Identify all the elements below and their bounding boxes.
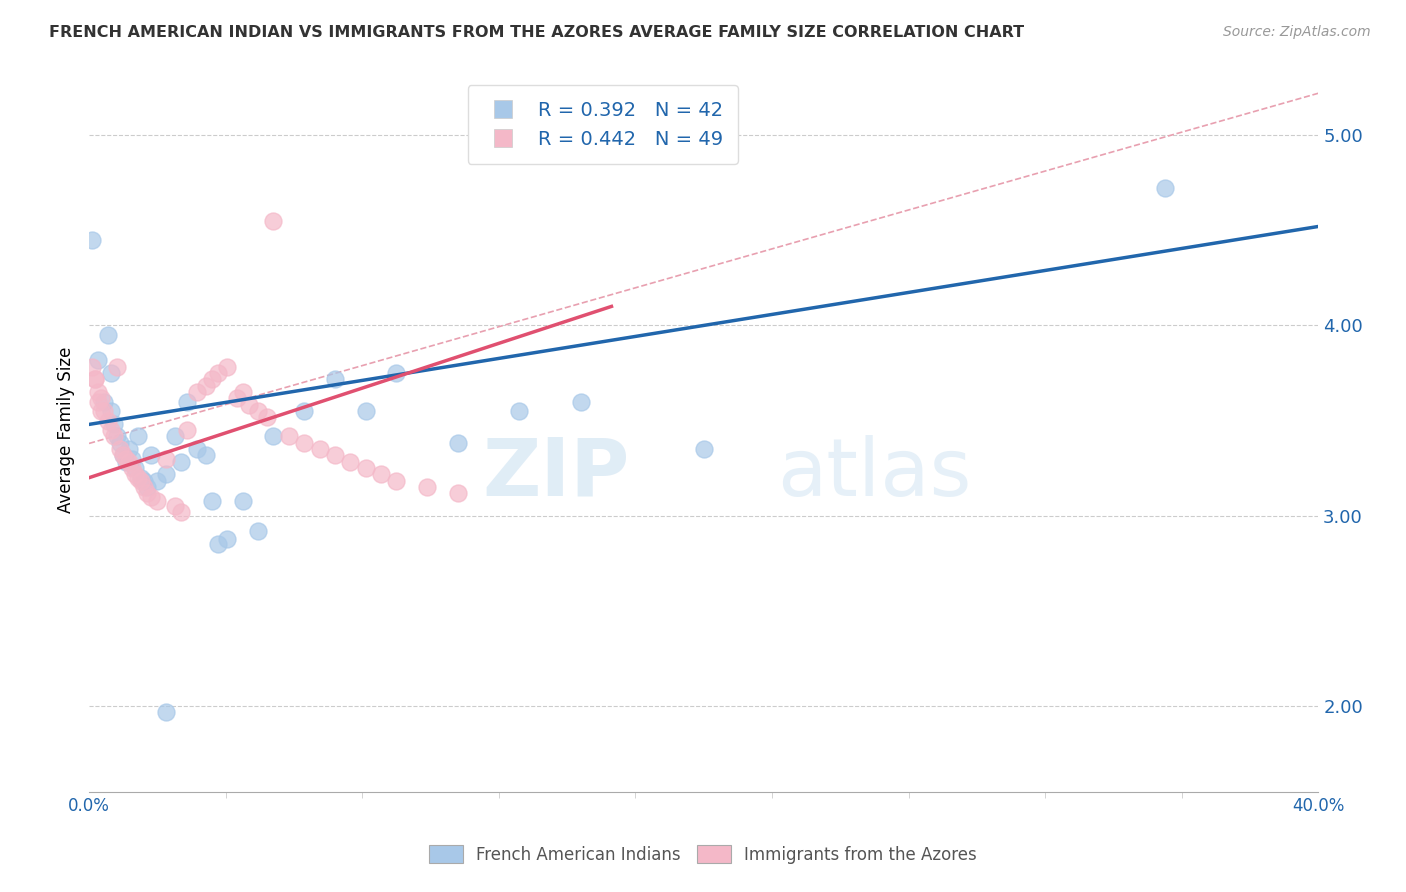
Point <box>145 493 167 508</box>
Point <box>82 233 104 247</box>
Point <box>165 429 187 443</box>
Point <box>82 360 104 375</box>
Point <box>124 467 146 481</box>
Point <box>176 394 198 409</box>
Point <box>354 461 377 475</box>
Point <box>139 490 162 504</box>
Point <box>277 429 299 443</box>
Point <box>84 372 107 386</box>
Point <box>136 486 159 500</box>
Point <box>232 493 254 508</box>
Point <box>247 404 270 418</box>
Point <box>256 409 278 424</box>
Point <box>118 455 141 469</box>
Legend: R = 0.392   N = 42, R = 0.442   N = 49: R = 0.392 N = 42, R = 0.442 N = 49 <box>468 86 738 164</box>
Point <box>508 404 530 418</box>
Point <box>416 480 439 494</box>
Text: ZIP: ZIP <box>482 434 630 513</box>
Point <box>100 404 122 418</box>
Point <box>170 455 193 469</box>
Point <box>217 532 239 546</box>
Point <box>134 480 156 494</box>
Point <box>127 429 149 443</box>
Point <box>131 475 153 489</box>
Point <box>96 328 118 343</box>
Point <box>115 451 138 466</box>
Point <box>207 366 229 380</box>
Point <box>84 372 107 386</box>
Point <box>90 404 112 418</box>
Text: FRENCH AMERICAN INDIAN VS IMMIGRANTS FROM THE AZORES AVERAGE FAMILY SIZE CORRELA: FRENCH AMERICAN INDIAN VS IMMIGRANTS FRO… <box>49 25 1025 40</box>
Point <box>121 451 143 466</box>
Point <box>134 475 156 489</box>
Point <box>225 391 247 405</box>
Point <box>186 442 208 457</box>
Point <box>323 448 346 462</box>
Point <box>308 442 330 457</box>
Legend: French American Indians, Immigrants from the Azores: French American Indians, Immigrants from… <box>423 838 983 871</box>
Point <box>692 442 714 457</box>
Point <box>339 455 361 469</box>
Point <box>100 366 122 380</box>
Point <box>96 414 118 428</box>
Point <box>207 537 229 551</box>
Point <box>108 436 131 450</box>
Point <box>194 448 217 462</box>
Point <box>165 500 187 514</box>
Point <box>370 467 392 481</box>
Point <box>121 461 143 475</box>
Point <box>93 394 115 409</box>
Point <box>118 442 141 457</box>
Point <box>90 391 112 405</box>
Point <box>385 366 408 380</box>
Point <box>232 385 254 400</box>
Point <box>238 398 260 412</box>
Point <box>194 379 217 393</box>
Point <box>127 471 149 485</box>
Point <box>103 417 125 432</box>
Point <box>201 493 224 508</box>
Point <box>139 448 162 462</box>
Point <box>87 352 110 367</box>
Point <box>111 448 134 462</box>
Point <box>186 385 208 400</box>
Point <box>131 471 153 485</box>
Point <box>292 404 315 418</box>
Point <box>155 467 177 481</box>
Point <box>217 360 239 375</box>
Point <box>1153 181 1175 195</box>
Point <box>93 404 115 418</box>
Point <box>447 486 470 500</box>
Y-axis label: Average Family Size: Average Family Size <box>58 347 75 513</box>
Point <box>103 429 125 443</box>
Point <box>247 524 270 538</box>
Text: Source: ZipAtlas.com: Source: ZipAtlas.com <box>1223 25 1371 39</box>
Point <box>385 475 408 489</box>
Text: atlas: atlas <box>778 434 972 513</box>
Point <box>354 404 377 418</box>
Point <box>115 455 138 469</box>
Point <box>262 213 284 227</box>
Point <box>262 429 284 443</box>
Point <box>155 451 177 466</box>
Point <box>447 436 470 450</box>
Point <box>176 423 198 437</box>
Point <box>87 394 110 409</box>
Point <box>111 448 134 462</box>
Point <box>155 705 177 719</box>
Point <box>105 360 128 375</box>
Point <box>569 394 592 409</box>
Point <box>108 442 131 457</box>
Point <box>323 372 346 386</box>
Point <box>136 480 159 494</box>
Point <box>201 372 224 386</box>
Point <box>292 436 315 450</box>
Point <box>170 505 193 519</box>
Point <box>87 385 110 400</box>
Point <box>124 461 146 475</box>
Point <box>145 475 167 489</box>
Point <box>100 423 122 437</box>
Point <box>105 429 128 443</box>
